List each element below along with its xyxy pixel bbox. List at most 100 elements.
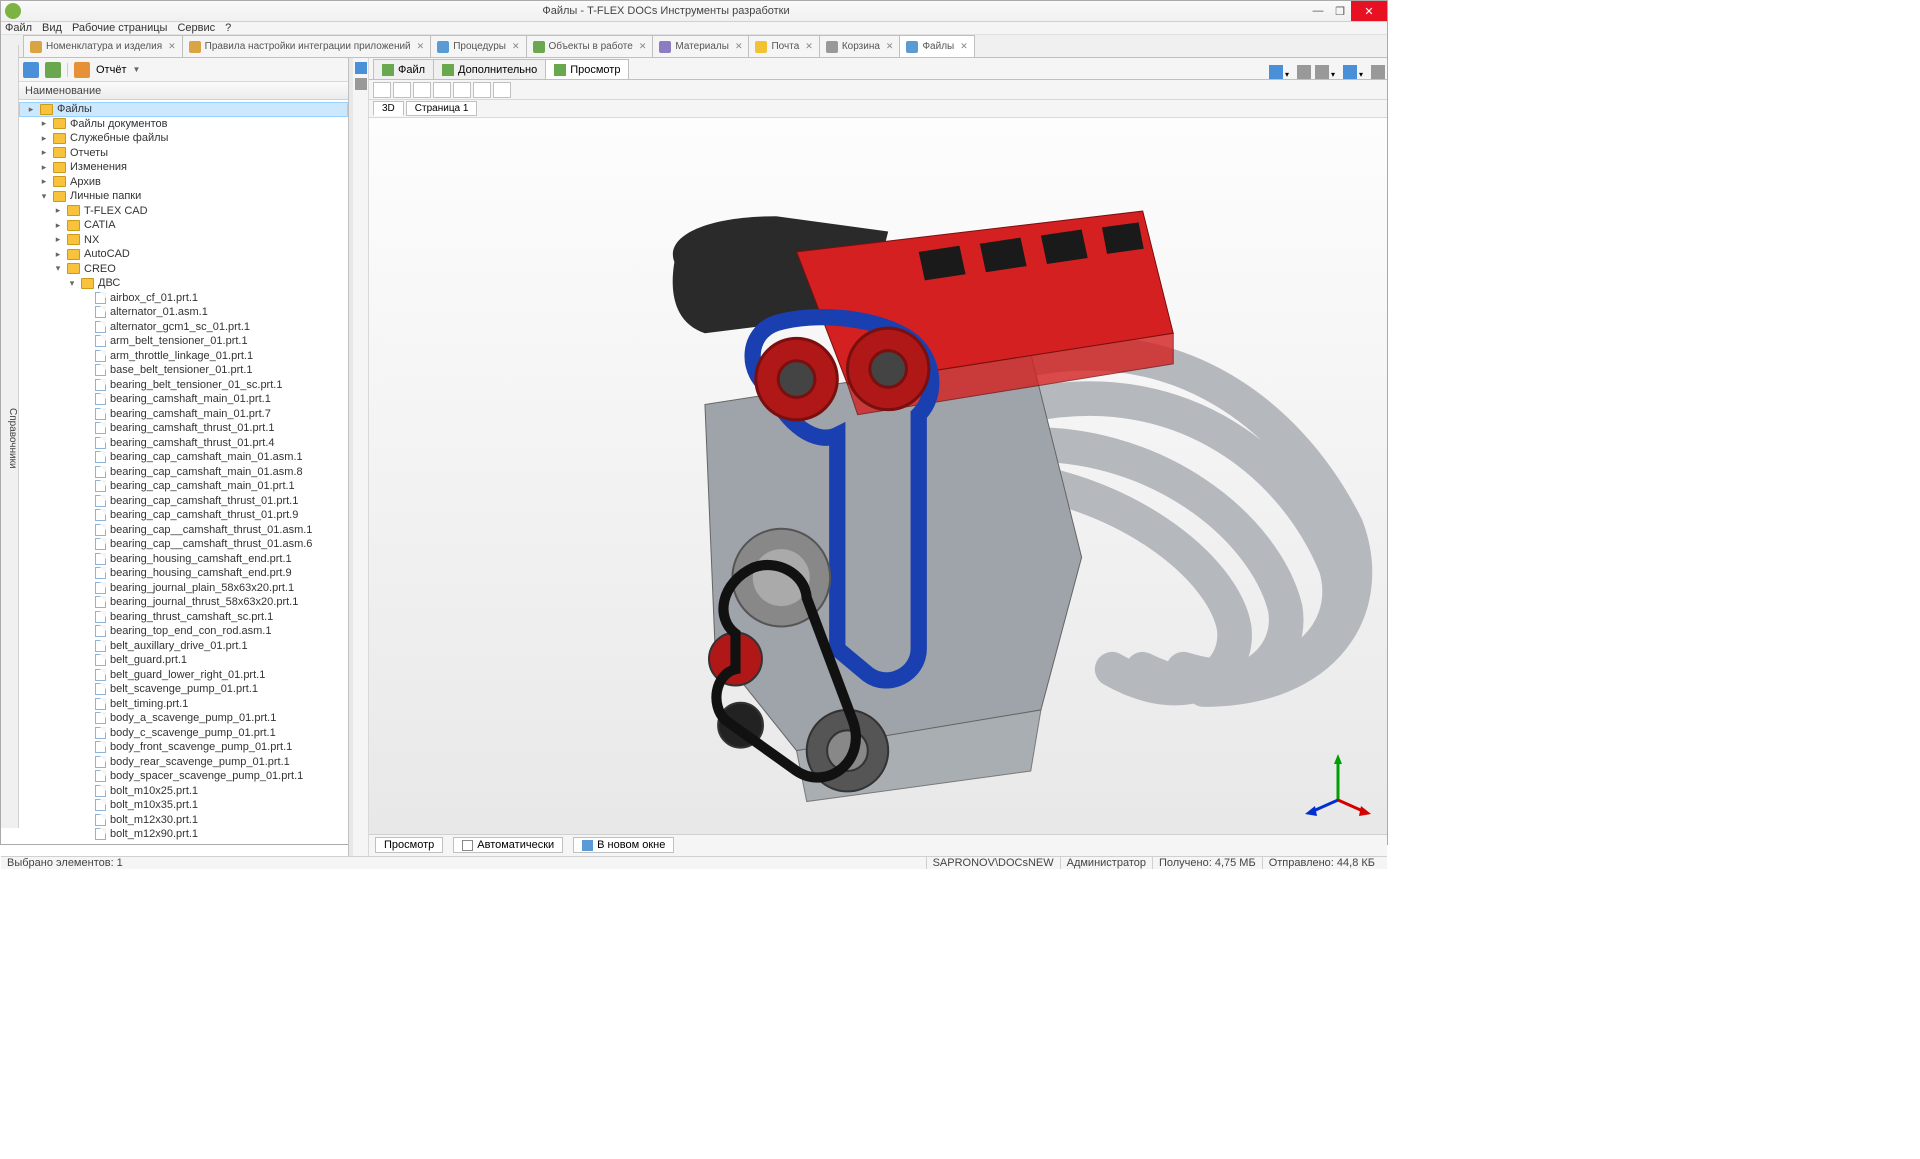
window-icon3[interactable] [1343,65,1357,79]
tree-file[interactable]: body_spacer_scavenge_pump_01.prt.1 [19,769,348,784]
tree-file[interactable]: arm_throttle_linkage_01.prt.1 [19,349,348,364]
window-icon1[interactable] [1297,65,1311,79]
tree-file[interactable]: bearing_belt_tensioner_01_sc.prt.1 [19,378,348,393]
tree-file[interactable]: bearing_housing_camshaft_end.prt.9 [19,566,348,581]
menu-pages[interactable]: Рабочие страницы [72,22,168,34]
tree-folder[interactable]: ▸Отчеты [19,146,348,161]
tree-file[interactable]: belt_auxillary_drive_01.prt.1 [19,639,348,654]
vt-select-icon[interactable] [473,82,491,98]
tree-file[interactable]: belt_guard_lower_right_01.prt.1 [19,668,348,683]
left-panel: Отчёт ▼ Наименование ▸Файлы▸Файлы докуме… [19,58,349,856]
tree-header[interactable]: Наименование [19,82,348,100]
window-icon2[interactable] [1315,65,1329,79]
tree-file[interactable]: bearing_cap_camshaft_main_01.asm.8 [19,465,348,480]
tree-file[interactable]: belt_guard.prt.1 [19,653,348,668]
tree-file[interactable]: base_belt_tensioner_01.prt.1 [19,363,348,378]
tree-file[interactable]: body_c_scavenge_pump_01.prt.1 [19,726,348,741]
doc-tab[interactable]: Процедуры✕ [430,35,526,57]
menu-file[interactable]: Файл [5,22,32,34]
new-icon[interactable] [45,62,61,78]
canvas-tab[interactable]: Страница 1 [406,101,478,116]
doc-tab[interactable]: Номенклатура и изделия✕ [23,35,183,57]
tree-file[interactable]: bolt_m10x25.prt.1 [19,784,348,799]
tree-folder[interactable]: ▸AutoCAD [19,247,348,262]
tree-file[interactable]: bearing_camshaft_thrust_01.prt.1 [19,421,348,436]
tree-folder[interactable]: ▸Служебные файлы [19,131,348,146]
tree-file[interactable]: alternator_gcm1_sc_01.prt.1 [19,320,348,335]
view-tab[interactable]: Файл [373,59,434,79]
doc-tab[interactable]: Правила настройки интеграции приложений✕ [182,35,432,57]
vt-fit-icon[interactable] [413,82,431,98]
report-icon[interactable] [74,62,90,78]
tree-file[interactable]: body_a_scavenge_pump_01.prt.1 [19,711,348,726]
tree-file[interactable]: bearing_journal_plain_58x63x20.prt.1 [19,581,348,596]
gutter [353,58,369,856]
tree-file[interactable]: belt_scavenge_pump_01.prt.1 [19,682,348,697]
tree-folder[interactable]: ▸Файлы [19,102,348,117]
tree-file[interactable]: bearing_cap__camshaft_thrust_01.asm.6 [19,537,348,552]
tree-folder[interactable]: ▸CATIA [19,218,348,233]
doc-tab[interactable]: Объекты в работе✕ [526,35,654,57]
vt-zoomin-icon[interactable] [453,82,471,98]
view-tab[interactable]: Дополнительно [433,59,546,79]
menu-view[interactable]: Вид [42,22,62,34]
newwindow-button[interactable]: В новом окне [573,837,674,853]
auto-checkbox[interactable]: Автоматически [453,837,563,853]
tree-file[interactable]: arm_belt_tensioner_01.prt.1 [19,334,348,349]
gutter-icon2[interactable] [355,78,367,90]
window-icon4[interactable] [1371,65,1385,79]
maximize-button[interactable]: ❐ [1329,1,1351,21]
tree-folder[interactable]: ▸Файлы документов [19,117,348,132]
tree-file[interactable]: bearing_cap_camshaft_main_01.prt.1 [19,479,348,494]
report-label[interactable]: Отчёт [96,64,126,76]
tree-file[interactable]: body_front_scavenge_pump_01.prt.1 [19,740,348,755]
tree-file[interactable]: bearing_journal_thrust_58x63x20.prt.1 [19,595,348,610]
doc-tab[interactable]: Почта✕ [748,35,819,57]
tree-file[interactable]: bearing_camshaft_main_01.prt.7 [19,407,348,422]
menu-service[interactable]: Сервис [177,22,215,34]
vt-measure-icon[interactable] [493,82,511,98]
tree-file[interactable]: bearing_housing_camshaft_end.prt.1 [19,552,348,567]
tree-file[interactable]: bearing_cap_camshaft_thrust_01.prt.9 [19,508,348,523]
menu-help[interactable]: ? [225,22,231,34]
sidetab-refs[interactable]: Справочники [7,408,18,469]
export-icon[interactable] [1269,65,1283,79]
doc-tab[interactable]: Корзина✕ [819,35,901,57]
tree-file[interactable]: bolt_m10x35.prt.1 [19,798,348,813]
canvas-tab[interactable]: 3D [373,101,404,116]
tree-folder[interactable]: ▸T-FLEX CAD [19,204,348,219]
tree-file[interactable]: alternator_01.asm.1 [19,305,348,320]
tree-file[interactable]: bearing_camshaft_main_01.prt.1 [19,392,348,407]
tree-file[interactable]: body_rear_scavenge_pump_01.prt.1 [19,755,348,770]
tree-folder[interactable]: ▾CREO [19,262,348,277]
tree-file[interactable]: bearing_top_end_con_rod.asm.1 [19,624,348,639]
refresh-icon[interactable] [23,62,39,78]
canvas-3d[interactable] [369,118,1387,834]
tree-folder[interactable]: ▸Изменения [19,160,348,175]
tree-file[interactable]: bearing_cap__camshaft_thrust_01.asm.1 [19,523,348,538]
tree-file[interactable]: airbox_cf_01.prt.1 [19,291,348,306]
gutter-icon1[interactable] [355,62,367,74]
doc-tab[interactable]: Файлы✕ [899,35,974,57]
tree-file[interactable]: bolt_m12x30.prt.1 [19,813,348,828]
tree-file[interactable]: belt_timing.prt.1 [19,697,348,712]
tree-folder[interactable]: ▸Архив [19,175,348,190]
tree-folder[interactable]: ▸NX [19,233,348,248]
vt-fitw-icon[interactable] [433,82,451,98]
tree-folder[interactable]: ▾ДВС [19,276,348,291]
tree-folder[interactable]: ▾Личные папки [19,189,348,204]
tree-file[interactable]: bearing_thrust_camshaft_sc.prt.1 [19,610,348,625]
vt-zoom-icon[interactable] [393,82,411,98]
preview-button[interactable]: Просмотр [375,837,443,853]
tree-file[interactable]: bolt_m12x90.prt.1 [19,827,348,842]
tree-file[interactable]: bearing_cap_camshaft_thrust_01.prt.1 [19,494,348,509]
tree-view[interactable]: ▸Файлы▸Файлы документов▸Служебные файлы▸… [19,100,348,856]
vt-print-icon[interactable] [373,82,391,98]
view-tab[interactable]: Просмотр [545,59,629,79]
tree-file[interactable]: bearing_cap_camshaft_main_01.asm.1 [19,450,348,465]
minimize-button[interactable]: — [1307,1,1329,21]
doc-tab[interactable]: Материалы✕ [652,35,749,57]
axis-gizmo[interactable] [1303,750,1373,820]
close-button[interactable]: ✕ [1351,1,1387,21]
tree-file[interactable]: bearing_camshaft_thrust_01.prt.4 [19,436,348,451]
